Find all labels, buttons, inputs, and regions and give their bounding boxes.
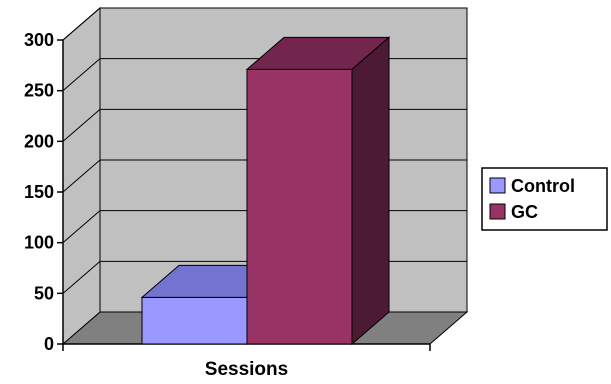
gridline-side [62,210,101,244]
gridline-side [62,58,101,92]
gridline-side [62,108,101,142]
gridline-side [62,7,101,41]
bar-gc [245,36,391,346]
legend-label: GC [511,202,538,222]
y-tick-label: 300 [24,30,54,50]
x-axis-tick-labels: Sessions [205,359,288,380]
x-tick-label: Sessions [205,359,288,379]
legend-label: Control [511,176,575,196]
bar-side [351,36,390,346]
bar-front [141,296,248,345]
bar-front [246,68,353,345]
y-tick-label: 200 [24,131,54,151]
y-tick-label: 100 [24,233,54,253]
gridline-side [62,159,101,193]
y-axis-tick-labels: 0 50 100 150 200 250 300 [24,30,54,354]
legend-item-control: Control [489,176,575,196]
y-tick-label: 0 [44,334,54,354]
legend: Control GC [481,167,608,231]
legend-swatch [489,203,506,220]
legend-swatch [489,177,506,194]
y-tick-label: 50 [34,283,54,303]
y-tick-label: 150 [24,182,54,202]
bars [140,36,391,346]
legend-item-gc: GC [489,202,538,222]
gridline-side [62,260,101,294]
y-tick-label: 250 [24,81,54,101]
